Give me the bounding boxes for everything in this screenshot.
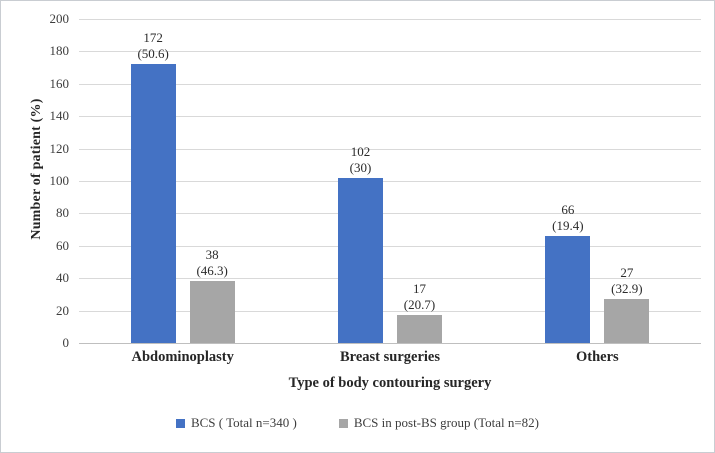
y-tick-label: 60 (56, 237, 69, 253)
gridline (79, 19, 701, 20)
legend-swatch-icon (175, 418, 185, 428)
y-tick-label: 120 (49, 140, 70, 156)
y-tick-label: 100 (49, 173, 70, 188)
gridline (79, 181, 701, 182)
bar-data-label: 66 (19.4) (552, 202, 584, 234)
y-tick-label: 40 (56, 270, 69, 286)
y-tick-label: 160 (49, 75, 70, 91)
legend-item: BCS in post-BS group (Total n=82) (338, 415, 540, 431)
bar-series-0-cat-1 (338, 177, 383, 343)
x-axis-title: Type of body contouring surgery (288, 375, 492, 391)
y-tick-label: 140 (49, 108, 70, 124)
gridline (79, 278, 701, 280)
gridline (79, 83, 701, 85)
x-axis-line (79, 343, 701, 344)
category-labels-row: Abdominoplasty Breast surgeries Others (79, 349, 701, 369)
legend-label: BCS in post-BS group (Total n=82) (353, 415, 540, 430)
bar-series-0-cat-0 (130, 64, 176, 343)
category-label: Breast surgeries (339, 349, 440, 365)
gridline (79, 245, 701, 247)
legend: BCS ( Total n=340 ) BCS in post-BS group … (1, 415, 714, 431)
legend-item: BCS ( Total n=340 ) (175, 415, 297, 431)
y-tick-label: 200 (49, 11, 70, 26)
legend-label: BCS ( Total n=340 ) (190, 415, 297, 430)
bar-series-1-cat-2 (604, 299, 650, 343)
gridline (79, 213, 701, 215)
bar-data-label: 27 (32.9) (611, 265, 643, 297)
y-tick-label: 180 (49, 43, 70, 59)
gridline (79, 148, 701, 150)
gridline (79, 51, 701, 53)
bar-series-0-cat-2 (545, 236, 591, 343)
gridline (79, 310, 701, 312)
category-label: Abdominoplasty (131, 349, 234, 365)
gridline (79, 116, 701, 118)
plot-area: 172 (50.6) 102 (30) 66 (19.4) 38 (46.3) 17 (… (79, 19, 701, 344)
category-label: Others (575, 349, 619, 365)
y-tick-label: 20 (56, 302, 69, 318)
bar-data-label: 17 (20.7) (403, 281, 436, 313)
bar-data-label: 102 (30) (349, 143, 372, 175)
bar-series-1-cat-0 (189, 281, 235, 343)
bar-series-1-cat-1 (397, 315, 442, 343)
y-tick-label: 0 (62, 335, 70, 350)
bar-data-label: 38 (46.3) (196, 247, 228, 279)
y-tick-label: 80 (56, 205, 69, 221)
bar-data-label: 172 (50.6) (137, 30, 169, 62)
legend-swatch-icon (338, 418, 348, 428)
